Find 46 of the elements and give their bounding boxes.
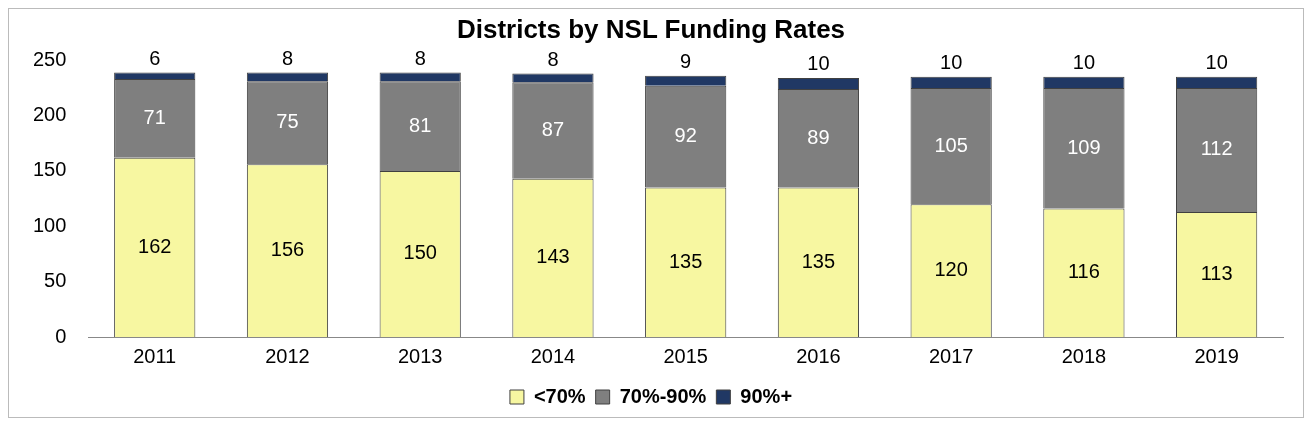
- data-label: 8: [414, 46, 426, 69]
- data-label: 162: [138, 234, 172, 257]
- legend-label: 70%-90%: [619, 384, 707, 407]
- data-label: 143: [536, 245, 570, 268]
- data-label: 135: [669, 249, 703, 272]
- data-label: 10: [940, 51, 963, 74]
- x-tick-label: 2018: [1061, 344, 1107, 367]
- data-label: 89: [807, 125, 830, 148]
- data-label: 120: [934, 258, 968, 281]
- x-tick-label: 2011: [133, 344, 177, 367]
- data-label: 81: [409, 113, 432, 136]
- data-label: 105: [934, 133, 968, 156]
- data-label: 8: [281, 46, 294, 69]
- data-label: 150: [403, 241, 437, 264]
- x-tick-label: 2016: [796, 344, 841, 367]
- y-tick-label: 50: [44, 269, 67, 292]
- data-label: 87: [541, 118, 565, 141]
- x-tick-label: 2015: [663, 344, 708, 367]
- y-tick-label: 100: [32, 213, 67, 236]
- chart-title: Districts by NSL Funding Rates: [456, 13, 846, 44]
- data-label: 92: [674, 124, 697, 147]
- x-tick-label: 2014: [530, 344, 576, 367]
- data-label: 113: [1200, 261, 1233, 284]
- data-label: 112: [1200, 137, 1233, 160]
- data-label: 135: [801, 249, 836, 272]
- data-label: 10: [1205, 51, 1228, 74]
- data-label: 71: [143, 105, 166, 128]
- y-tick-label: 150: [32, 158, 67, 181]
- y-tick-label: 250: [32, 47, 67, 70]
- data-label: 116: [1067, 260, 1100, 283]
- data-label: 6: [149, 46, 161, 69]
- legend-label: 90%+: [740, 384, 793, 407]
- data-label: 156: [270, 238, 305, 261]
- y-tick-label: 200: [32, 103, 67, 126]
- data-label: 75: [276, 110, 299, 133]
- x-tick-label: 2013: [397, 344, 443, 367]
- data-label: 109: [1067, 135, 1101, 158]
- x-tick-label: 2017: [928, 344, 974, 367]
- legend-label: <70%: [533, 384, 586, 407]
- x-tick-label: 2012: [265, 344, 310, 367]
- x-tick-label: 2019: [1194, 344, 1239, 367]
- data-label: 10: [807, 52, 830, 75]
- data-label: 8: [547, 48, 559, 70]
- data-label: 9: [680, 50, 692, 73]
- data-label: 10: [1072, 51, 1096, 74]
- y-tick-label: 0: [55, 324, 67, 347]
